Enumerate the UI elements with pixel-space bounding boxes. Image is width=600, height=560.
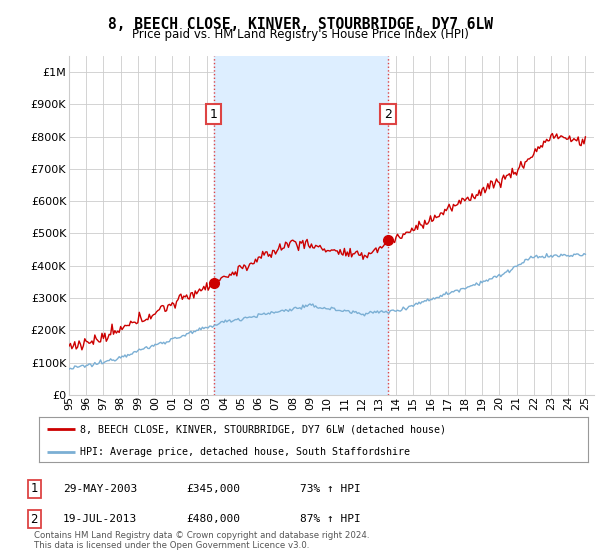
Text: 73% ↑ HPI: 73% ↑ HPI — [300, 484, 361, 494]
Text: 87% ↑ HPI: 87% ↑ HPI — [300, 514, 361, 524]
Text: £480,000: £480,000 — [186, 514, 240, 524]
Text: 2: 2 — [384, 108, 392, 120]
Text: Price paid vs. HM Land Registry's House Price Index (HPI): Price paid vs. HM Land Registry's House … — [131, 28, 469, 41]
Text: 29-MAY-2003: 29-MAY-2003 — [63, 484, 137, 494]
Text: 19-JUL-2013: 19-JUL-2013 — [63, 514, 137, 524]
Text: 8, BEECH CLOSE, KINVER, STOURBRIDGE, DY7 6LW: 8, BEECH CLOSE, KINVER, STOURBRIDGE, DY7… — [107, 17, 493, 32]
Text: 2: 2 — [31, 512, 38, 526]
Text: 1: 1 — [31, 482, 38, 496]
Text: HPI: Average price, detached house, South Staffordshire: HPI: Average price, detached house, Sout… — [80, 447, 410, 457]
Text: £345,000: £345,000 — [186, 484, 240, 494]
Text: 1: 1 — [210, 108, 218, 120]
Text: 8, BEECH CLOSE, KINVER, STOURBRIDGE, DY7 6LW (detached house): 8, BEECH CLOSE, KINVER, STOURBRIDGE, DY7… — [80, 424, 446, 435]
Text: Contains HM Land Registry data © Crown copyright and database right 2024.
This d: Contains HM Land Registry data © Crown c… — [34, 530, 370, 550]
Bar — [214, 56, 388, 395]
